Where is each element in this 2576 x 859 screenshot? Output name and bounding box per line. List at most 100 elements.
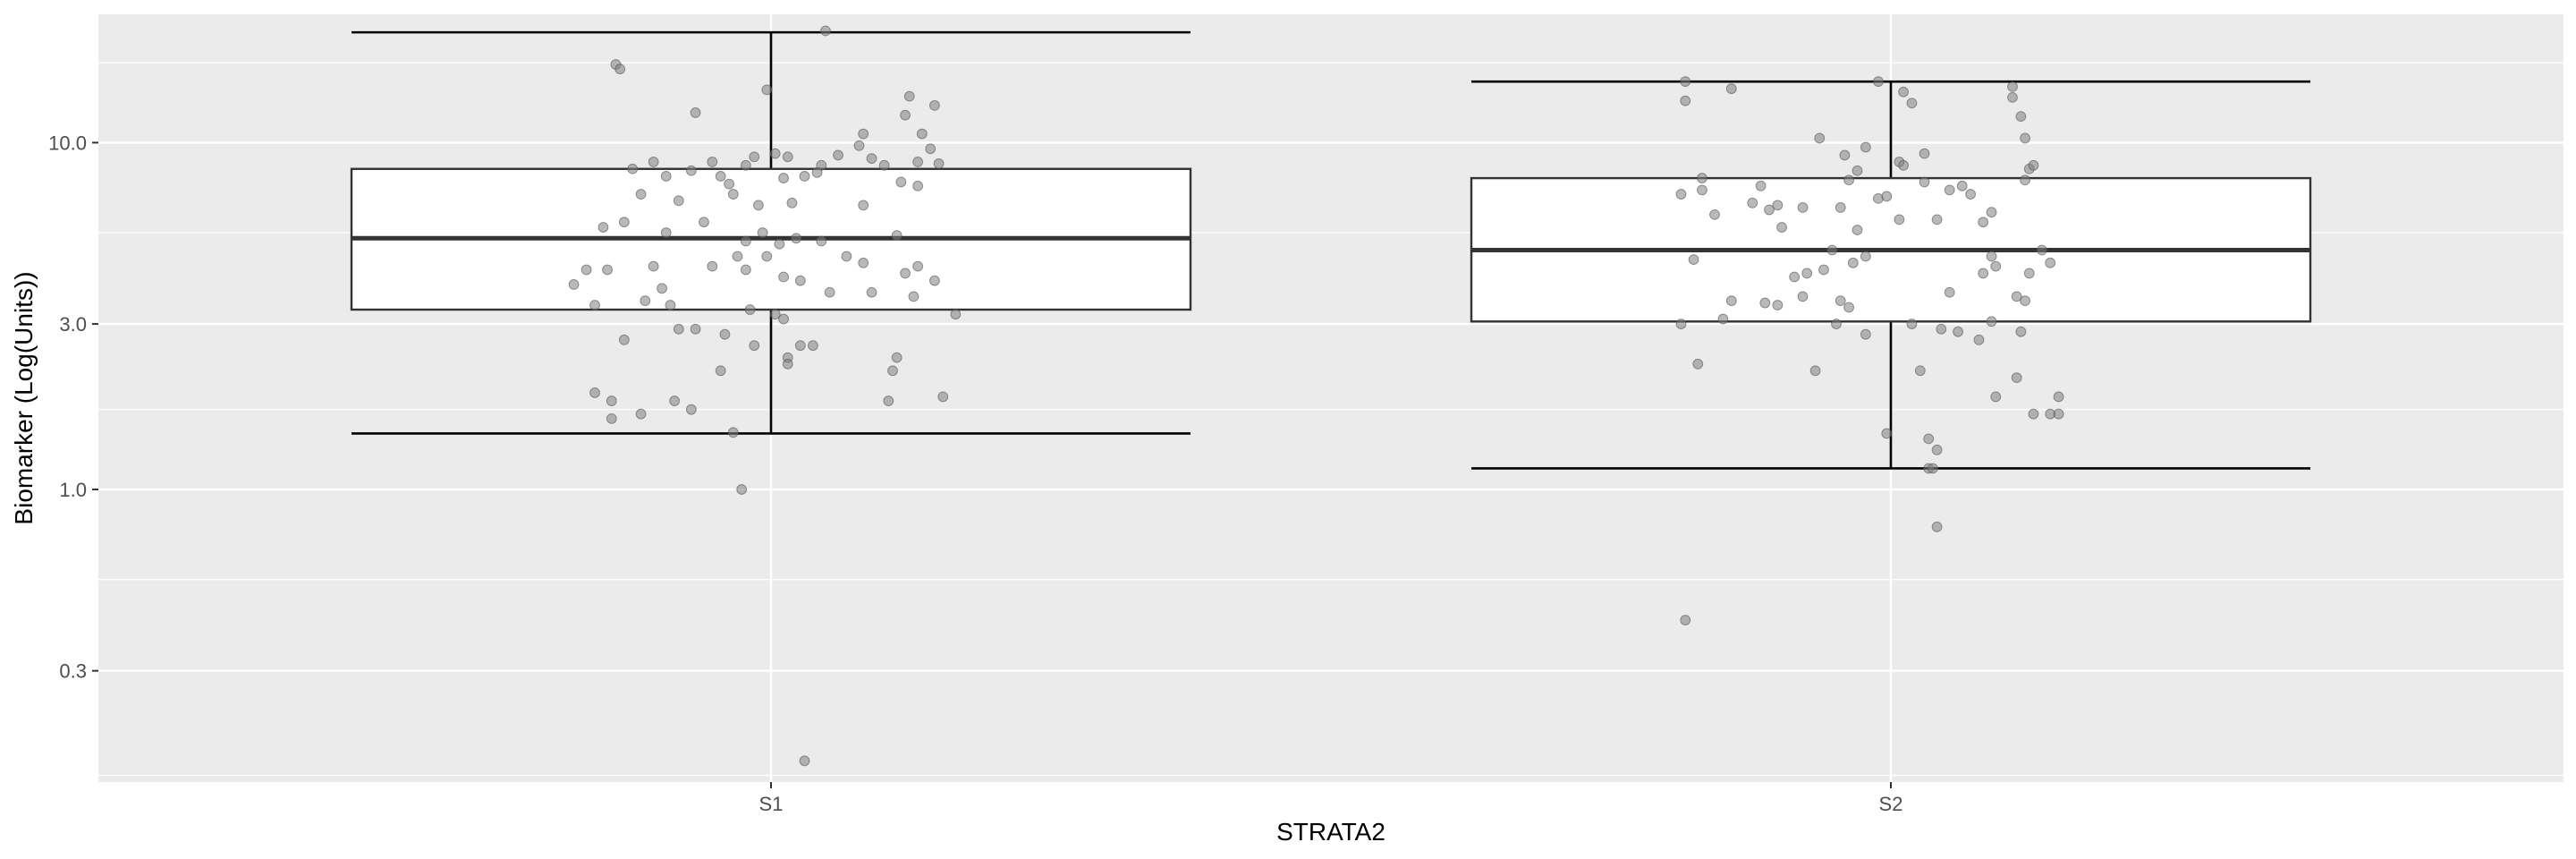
data-point — [799, 755, 810, 767]
data-point — [1986, 316, 1997, 327]
data-point — [660, 227, 672, 238]
data-point — [866, 153, 877, 165]
data-point — [786, 197, 798, 208]
jitter-points — [568, 25, 2064, 767]
data-point — [614, 64, 626, 75]
data-point — [895, 176, 907, 188]
x-axis-title: STRATA2 — [1276, 818, 1385, 846]
data-point — [824, 286, 835, 298]
data-point — [1881, 428, 1893, 439]
data-point — [912, 260, 924, 272]
data-point — [657, 283, 667, 294]
data-point — [1986, 251, 1997, 262]
data-point — [900, 109, 911, 121]
data-point — [2045, 257, 2056, 268]
data-point — [912, 180, 924, 191]
data-point — [740, 235, 751, 247]
data-point — [1928, 463, 1938, 474]
data-point — [635, 408, 647, 420]
data-point — [597, 222, 609, 233]
y-axis-title: Biomarker (Log(Units)) — [10, 271, 38, 524]
data-point — [1717, 313, 1729, 325]
data-point — [749, 340, 760, 352]
data-point — [2020, 295, 2030, 307]
data-point — [1680, 95, 1691, 106]
data-point — [903, 90, 915, 102]
data-point — [673, 323, 684, 335]
data-point — [1688, 254, 1699, 266]
data-point — [1675, 319, 1687, 329]
data-point — [707, 260, 718, 272]
data-point — [887, 365, 898, 377]
data-point — [891, 230, 902, 242]
data-point — [606, 395, 617, 406]
data-point — [648, 157, 659, 167]
data-point — [606, 412, 617, 424]
data-point — [1978, 268, 1989, 279]
data-point — [2028, 159, 2039, 171]
data-point — [1860, 141, 1871, 153]
data-point — [690, 107, 701, 118]
data-point — [1978, 217, 1989, 228]
data-point — [727, 189, 739, 200]
data-point — [2007, 91, 2018, 103]
data-point — [2007, 81, 2018, 92]
data-point — [1965, 189, 1977, 200]
data-point — [761, 84, 773, 96]
data-point — [1697, 173, 1707, 183]
data-point — [2015, 111, 2027, 123]
data-point — [1852, 165, 1863, 176]
data-point — [707, 157, 718, 167]
data-point — [699, 217, 709, 228]
data-point — [816, 235, 827, 247]
data-point — [778, 173, 789, 183]
data-point — [811, 166, 823, 178]
data-point — [618, 334, 630, 345]
data-point — [1843, 302, 1855, 313]
data-point — [1860, 251, 1871, 262]
data-point — [1801, 268, 1813, 279]
data-point — [1818, 264, 1829, 276]
data-point — [2053, 408, 2064, 420]
data-point — [580, 264, 592, 276]
data-point — [2028, 408, 2039, 420]
data-point — [933, 157, 945, 169]
data-point — [685, 404, 697, 415]
data-point — [925, 143, 936, 155]
data-point — [2020, 132, 2030, 144]
data-point — [602, 264, 613, 276]
data-point — [841, 251, 852, 262]
data-point — [1747, 197, 1758, 208]
y-tick-label: 10.0 — [48, 132, 87, 154]
box-layer — [350, 30, 2312, 470]
data-point — [1826, 244, 1838, 256]
plot-panel — [98, 14, 2563, 782]
data-point — [1680, 615, 1691, 625]
y-axis: 0.3 1.0 3.0 10.0 — [48, 132, 98, 683]
data-point — [1944, 286, 1955, 298]
data-point — [635, 189, 647, 200]
data-point — [2036, 244, 2047, 256]
data-point — [761, 251, 773, 262]
data-point — [589, 387, 600, 398]
data-point — [1725, 83, 1737, 95]
data-point — [1831, 319, 1842, 329]
data-point — [853, 140, 865, 151]
y-tick-label: 0.3 — [59, 660, 87, 683]
y-tick-label: 3.0 — [59, 313, 87, 336]
data-point — [1759, 297, 1771, 309]
x-axis: S1 S2 — [759, 782, 1902, 815]
data-point — [1725, 295, 1737, 307]
data-point — [673, 195, 684, 207]
data-point — [782, 358, 793, 370]
data-point — [1709, 208, 1720, 220]
data-point — [1936, 323, 1947, 335]
data-point — [757, 227, 768, 238]
data-point — [1847, 257, 1859, 268]
data-point — [1772, 300, 1784, 310]
data-point — [1906, 98, 1918, 109]
data-point — [1898, 86, 1909, 98]
data-point — [950, 309, 962, 320]
data-point — [1931, 444, 1943, 455]
